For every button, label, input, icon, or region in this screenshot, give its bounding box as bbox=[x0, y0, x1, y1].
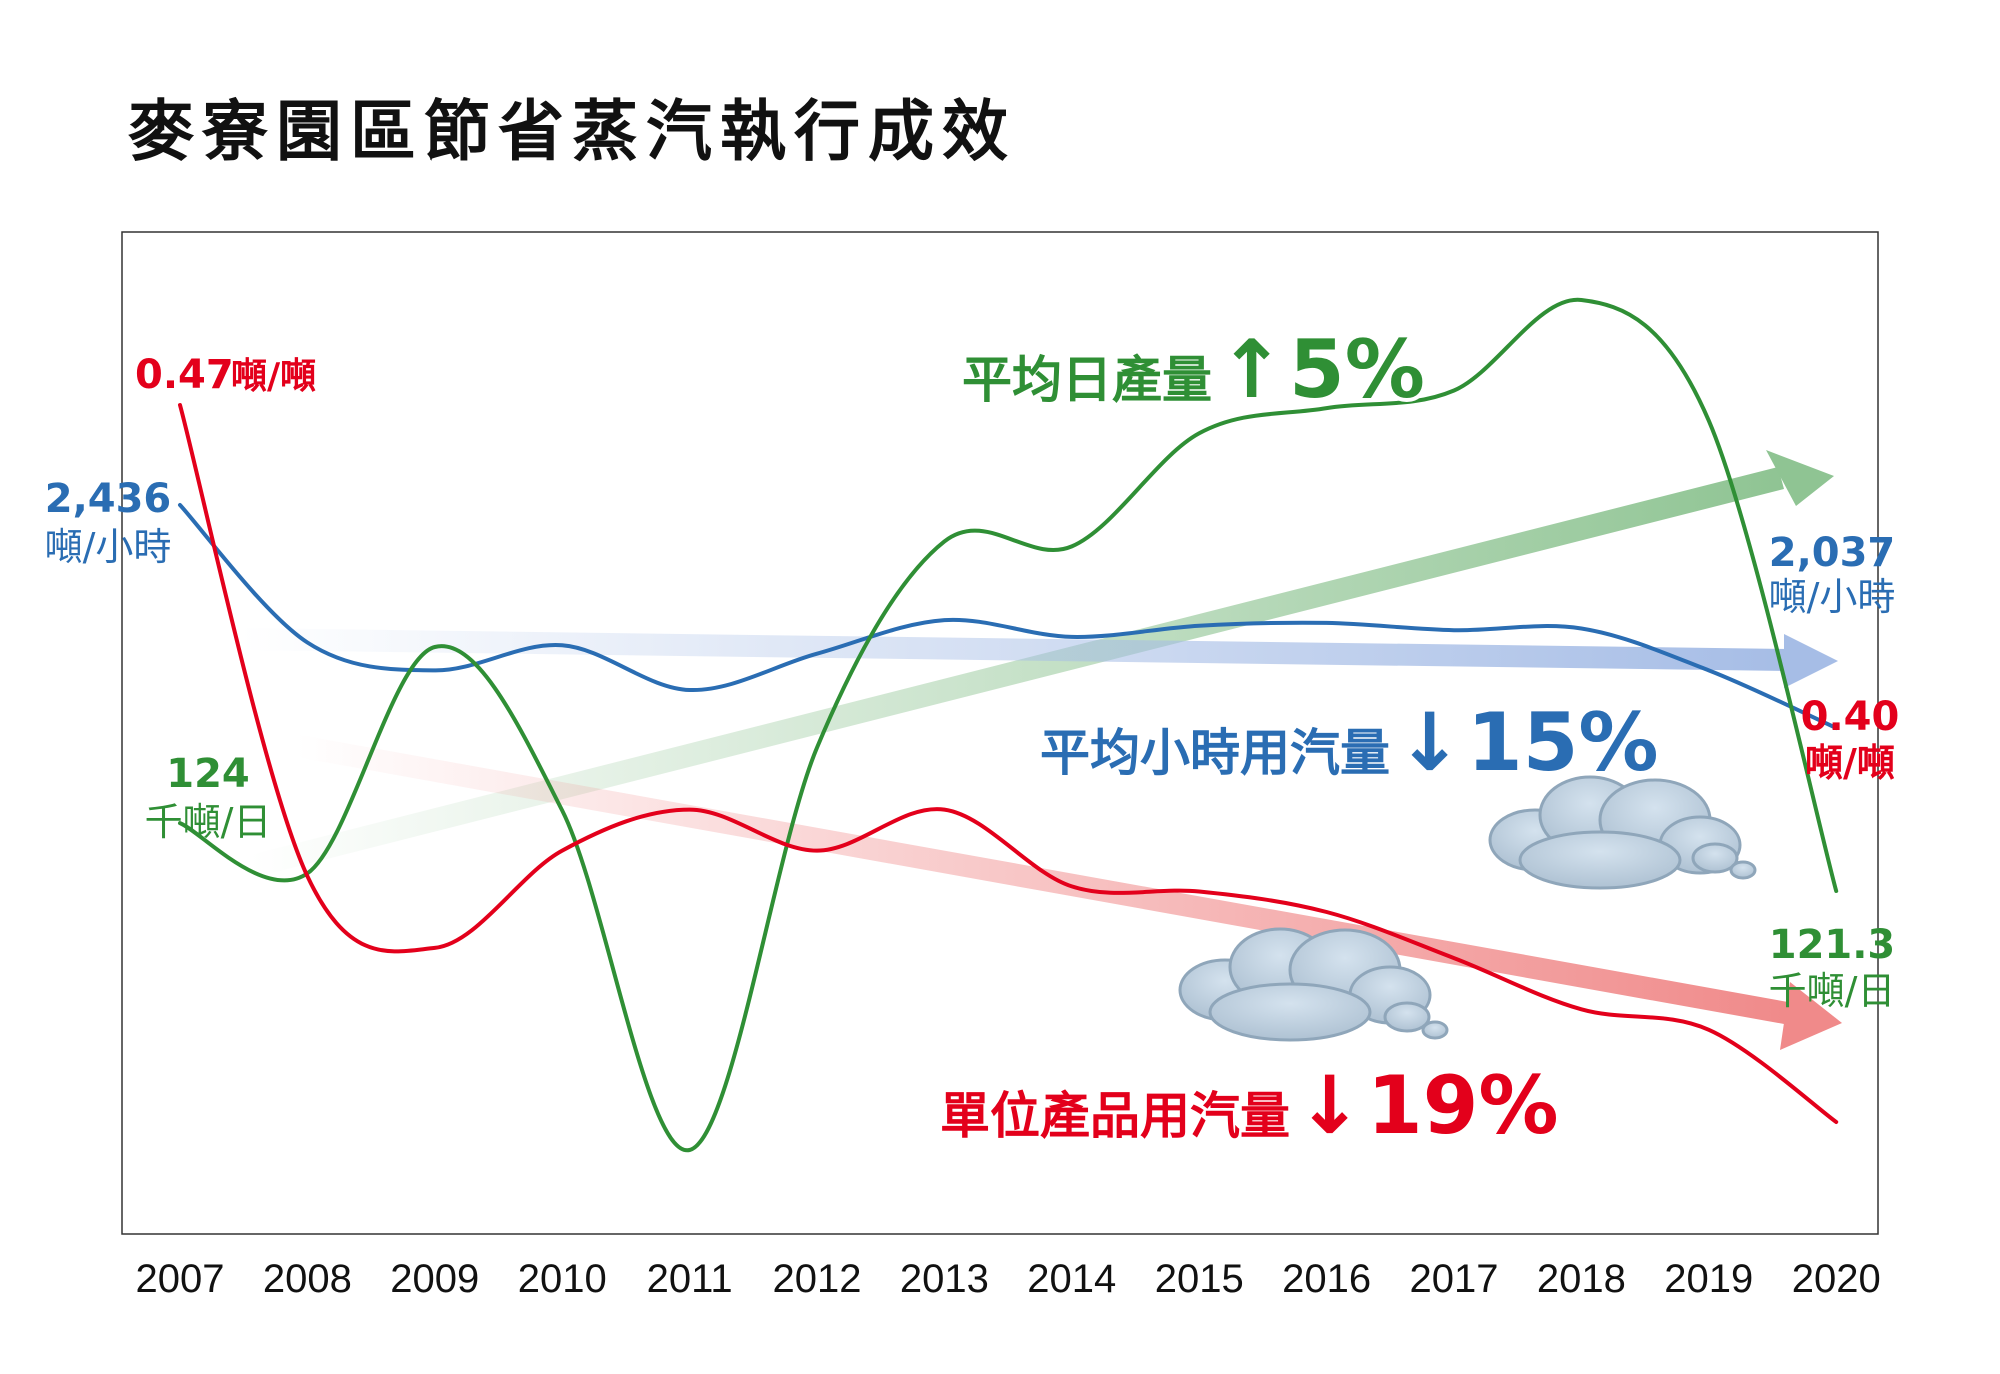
unit-start-label: 0.47噸/噸 bbox=[135, 352, 316, 398]
x-tick-label: 2017 bbox=[1410, 1257, 1499, 1301]
callout-arrow: ↓ bbox=[1396, 696, 1463, 789]
callout-label: 單位產品用汽量 bbox=[940, 1087, 1290, 1145]
hourly-start-unit: 噸/小時 bbox=[45, 525, 172, 569]
x-tick-label: 2019 bbox=[1664, 1257, 1753, 1301]
daily-end-unit: 千噸/日 bbox=[1769, 969, 1896, 1013]
callouts: 平均日產量↑5%平均小時用汽量↓15%單位產品用汽量↓19% bbox=[936, 319, 1663, 1156]
unit-end-unit: 噸/噸 bbox=[1805, 741, 1895, 785]
x-tick-label: 2011 bbox=[647, 1257, 733, 1301]
trend-arrow-hourly bbox=[240, 628, 1838, 688]
series-line-daily bbox=[178, 297, 1839, 1153]
x-axis-tick-labels: 2007 2008 2009 2010 2011 2012 2013 2014 2015 2016… bbox=[136, 1257, 1881, 1301]
daily-start-value: 124 bbox=[166, 751, 250, 797]
series-layer bbox=[178, 297, 1839, 1153]
unit-end-value: 0.40 bbox=[1801, 694, 1900, 740]
unit-start-unit: 噸/噸 bbox=[231, 356, 316, 397]
callout-percent: 5% bbox=[1289, 323, 1425, 416]
x-tick-label: 2016 bbox=[1282, 1257, 1371, 1301]
hourly-end-value: 2,037 bbox=[1769, 530, 1896, 576]
callout-percent: 15% bbox=[1467, 696, 1658, 789]
callout-text: 平均小時用汽量↓15% bbox=[1040, 696, 1659, 789]
unit-end-label: 0.40噸/噸 bbox=[1801, 694, 1900, 785]
callout-hourly: 平均小時用汽量↓15% bbox=[1036, 692, 1663, 793]
callout-label: 平均小時用汽量 bbox=[1040, 724, 1390, 782]
x-tick-label: 2014 bbox=[1027, 1257, 1116, 1301]
callout-unit: 單位產品用汽量↓19% bbox=[936, 1055, 1563, 1156]
callout-percent: 19% bbox=[1367, 1059, 1558, 1152]
plot-frame bbox=[121, 231, 1879, 1235]
hourly-end-unit: 噸/小時 bbox=[1769, 575, 1896, 619]
x-tick-label: 2007 bbox=[136, 1257, 225, 1301]
x-tick-label: 2018 bbox=[1537, 1257, 1626, 1301]
x-tick-label: 2020 bbox=[1792, 1257, 1881, 1301]
callout-text: 單位產品用汽量↓19% bbox=[940, 1059, 1559, 1152]
callout-arrow: ↓ bbox=[1296, 1059, 1363, 1152]
cloud-icon bbox=[1488, 775, 1757, 890]
x-tick-label: 2013 bbox=[900, 1257, 989, 1301]
unit-start-value: 0.47 bbox=[135, 352, 234, 398]
trend-arrows bbox=[240, 450, 1842, 1050]
callout-daily: 平均日產量↑5% bbox=[958, 319, 1429, 420]
chart-title: 麥寮園區節省蒸汽執行成效 bbox=[128, 92, 1016, 170]
trend-arrow-unit bbox=[296, 735, 1842, 1050]
trend-arrow-daily bbox=[250, 450, 1834, 877]
x-tick-label: 2015 bbox=[1155, 1257, 1244, 1301]
x-tick-label: 2010 bbox=[518, 1257, 607, 1301]
x-tick-label: 2012 bbox=[773, 1257, 862, 1301]
hourly-start-value: 2,436 bbox=[45, 476, 172, 522]
callout-arrow: ↑ bbox=[1218, 323, 1285, 416]
callout-label: 平均日產量 bbox=[962, 351, 1212, 409]
daily-start-unit: 千噸/日 bbox=[145, 800, 272, 844]
x-tick-label: 2009 bbox=[390, 1257, 479, 1301]
x-tick-label: 2008 bbox=[263, 1257, 352, 1301]
daily-end-value: 121.3 bbox=[1769, 922, 1896, 968]
cloud-icon bbox=[1178, 927, 1449, 1042]
series-line-hourly bbox=[178, 503, 1839, 730]
callout-text: 平均日產量↑5% bbox=[962, 323, 1425, 416]
series-line-unit bbox=[178, 403, 1839, 1124]
daily-end-label: 121.3千噸/日 bbox=[1769, 922, 1896, 1013]
